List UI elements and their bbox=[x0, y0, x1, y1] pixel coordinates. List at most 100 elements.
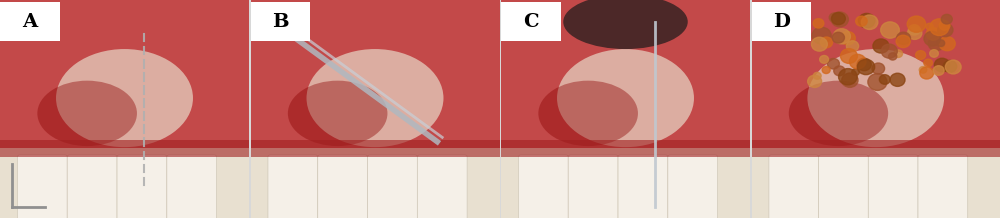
Circle shape bbox=[920, 67, 934, 79]
Circle shape bbox=[811, 37, 827, 51]
Circle shape bbox=[930, 19, 949, 36]
FancyBboxPatch shape bbox=[868, 155, 918, 218]
Circle shape bbox=[842, 73, 858, 87]
Ellipse shape bbox=[557, 49, 694, 147]
Circle shape bbox=[926, 23, 933, 30]
FancyBboxPatch shape bbox=[250, 140, 500, 157]
FancyBboxPatch shape bbox=[368, 155, 417, 218]
Circle shape bbox=[840, 32, 855, 45]
Circle shape bbox=[881, 22, 899, 38]
Circle shape bbox=[938, 23, 953, 37]
Circle shape bbox=[820, 37, 833, 48]
Circle shape bbox=[812, 27, 831, 44]
Circle shape bbox=[822, 66, 830, 73]
Circle shape bbox=[873, 39, 889, 53]
Ellipse shape bbox=[563, 0, 688, 49]
Circle shape bbox=[856, 16, 867, 26]
FancyBboxPatch shape bbox=[752, 148, 1000, 218]
FancyBboxPatch shape bbox=[17, 155, 67, 218]
Ellipse shape bbox=[789, 81, 888, 146]
Circle shape bbox=[833, 29, 850, 44]
Circle shape bbox=[928, 36, 944, 51]
Ellipse shape bbox=[307, 49, 443, 147]
Circle shape bbox=[868, 73, 887, 90]
Circle shape bbox=[852, 69, 859, 75]
FancyBboxPatch shape bbox=[67, 155, 117, 218]
FancyBboxPatch shape bbox=[0, 2, 60, 41]
Circle shape bbox=[894, 50, 903, 58]
Circle shape bbox=[939, 21, 950, 30]
Text: A: A bbox=[22, 13, 37, 31]
Circle shape bbox=[943, 60, 957, 72]
Circle shape bbox=[831, 12, 845, 25]
Circle shape bbox=[829, 13, 840, 22]
Circle shape bbox=[945, 60, 961, 74]
FancyBboxPatch shape bbox=[518, 155, 568, 218]
Circle shape bbox=[924, 59, 932, 67]
Circle shape bbox=[934, 58, 950, 72]
Ellipse shape bbox=[37, 81, 137, 146]
FancyBboxPatch shape bbox=[268, 155, 318, 218]
FancyBboxPatch shape bbox=[618, 155, 668, 218]
FancyBboxPatch shape bbox=[918, 155, 968, 218]
Circle shape bbox=[941, 14, 952, 24]
Circle shape bbox=[857, 58, 871, 71]
FancyBboxPatch shape bbox=[568, 155, 618, 218]
Circle shape bbox=[813, 19, 824, 28]
Circle shape bbox=[919, 66, 927, 73]
FancyBboxPatch shape bbox=[417, 155, 467, 218]
Circle shape bbox=[839, 69, 857, 85]
FancyBboxPatch shape bbox=[501, 148, 750, 218]
FancyBboxPatch shape bbox=[819, 155, 868, 218]
FancyBboxPatch shape bbox=[769, 155, 819, 218]
Ellipse shape bbox=[56, 49, 193, 147]
FancyBboxPatch shape bbox=[0, 0, 249, 153]
Circle shape bbox=[849, 54, 866, 69]
FancyBboxPatch shape bbox=[501, 2, 561, 41]
Circle shape bbox=[831, 12, 848, 27]
FancyBboxPatch shape bbox=[250, 2, 310, 41]
FancyBboxPatch shape bbox=[250, 0, 500, 153]
Circle shape bbox=[907, 16, 926, 32]
Circle shape bbox=[846, 41, 859, 51]
Circle shape bbox=[881, 44, 897, 58]
Ellipse shape bbox=[807, 49, 944, 147]
Circle shape bbox=[930, 50, 938, 57]
FancyBboxPatch shape bbox=[0, 140, 249, 157]
Circle shape bbox=[924, 31, 941, 46]
Circle shape bbox=[857, 59, 875, 75]
Circle shape bbox=[858, 13, 875, 28]
Circle shape bbox=[808, 75, 822, 87]
Circle shape bbox=[939, 37, 955, 51]
Circle shape bbox=[841, 49, 857, 63]
FancyBboxPatch shape bbox=[117, 155, 167, 218]
Text: D: D bbox=[773, 13, 790, 31]
FancyBboxPatch shape bbox=[250, 148, 500, 218]
Circle shape bbox=[861, 15, 878, 29]
Circle shape bbox=[916, 51, 926, 60]
Circle shape bbox=[813, 72, 821, 79]
Ellipse shape bbox=[288, 81, 387, 146]
FancyBboxPatch shape bbox=[752, 0, 1000, 153]
Circle shape bbox=[827, 58, 839, 69]
Circle shape bbox=[937, 40, 945, 46]
FancyBboxPatch shape bbox=[752, 2, 811, 41]
Circle shape bbox=[896, 32, 911, 44]
Text: B: B bbox=[272, 13, 289, 31]
FancyBboxPatch shape bbox=[0, 148, 249, 218]
Circle shape bbox=[889, 53, 897, 60]
Circle shape bbox=[832, 32, 844, 43]
Text: C: C bbox=[523, 13, 539, 31]
Circle shape bbox=[834, 66, 845, 76]
Circle shape bbox=[896, 35, 910, 48]
Circle shape bbox=[933, 66, 944, 75]
FancyBboxPatch shape bbox=[501, 0, 750, 153]
Circle shape bbox=[907, 27, 922, 39]
Circle shape bbox=[872, 63, 885, 74]
Circle shape bbox=[890, 73, 905, 86]
FancyBboxPatch shape bbox=[752, 140, 1000, 157]
FancyBboxPatch shape bbox=[501, 140, 750, 157]
Circle shape bbox=[908, 25, 920, 35]
Circle shape bbox=[879, 75, 890, 84]
Circle shape bbox=[926, 28, 940, 40]
